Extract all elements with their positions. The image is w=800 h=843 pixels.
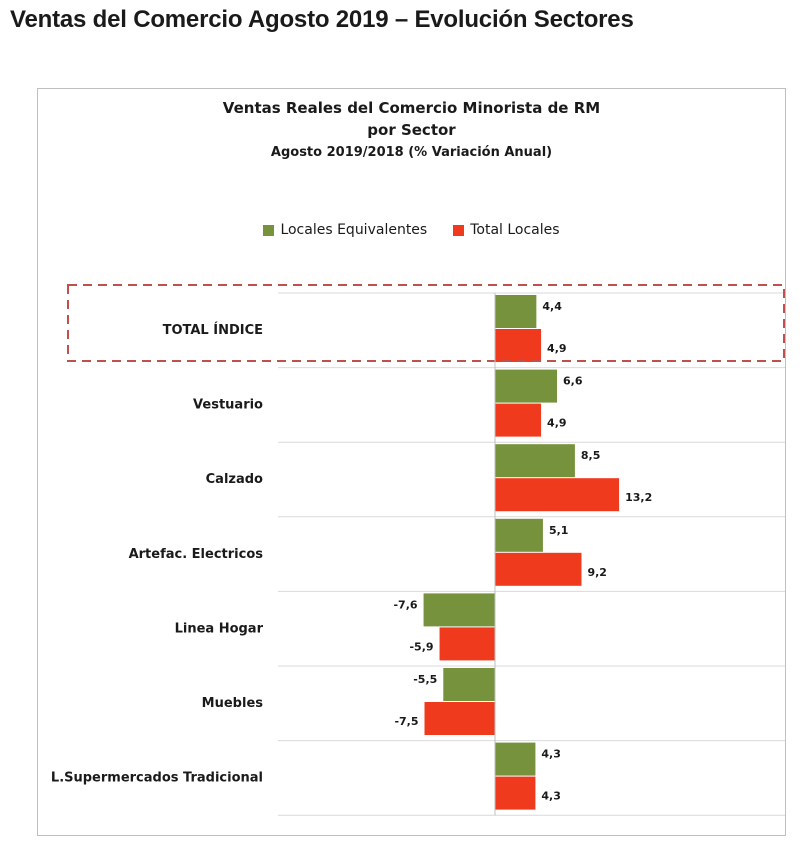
chart-legend: Locales Equivalentes Total Locales [38, 222, 785, 238]
chart-title: Ventas Reales del Comercio Minorista de … [222, 99, 601, 117]
data-label-locales-equivalentes-linea-hogar: -7,6 [393, 598, 417, 611]
legend-item-total-locales: Total Locales [453, 222, 560, 238]
data-label-locales-equivalentes-muebles: -5,5 [413, 673, 437, 686]
category-label-linea-hogar: Linea Hogar [175, 621, 264, 636]
bar-locales-equivalentes-calzado [495, 444, 575, 478]
legend-label-total-locales: Total Locales [470, 222, 560, 238]
bar-total-locales-muebles [424, 702, 495, 735]
bar-locales-equivalentes-l-supermercados-tradicional [495, 742, 536, 776]
data-label-locales-equivalentes-vestuario: 6,6 [563, 375, 583, 388]
category-label-l-supermercados-tradicional: L.Supermercados Tradicional [51, 771, 263, 786]
bar-locales-equivalentes-muebles [443, 668, 495, 701]
highlight-box-total-indice [67, 284, 785, 362]
bar-total-locales-l-supermercados-tradicional [495, 776, 536, 810]
legend-label-locales-equivalentes: Locales Equivalentes [280, 222, 428, 238]
data-label-locales-equivalentes-artefac-electricos: 5,1 [549, 524, 569, 537]
data-label-total-locales-muebles: -7,5 [394, 715, 418, 728]
data-label-total-locales-linea-hogar: -5,9 [409, 640, 433, 653]
category-label-vestuario: Vestuario [193, 398, 263, 413]
legend-swatch-locales-equivalentes [263, 224, 275, 236]
bar-locales-equivalentes-vestuario [495, 369, 558, 403]
bar-total-locales-calzado [495, 478, 620, 512]
data-label-locales-equivalentes-calzado: 8,5 [581, 449, 601, 462]
bar-total-locales-total-indice [495, 329, 542, 362]
category-label-calzado: Calzado [206, 472, 263, 487]
data-label-total-locales-vestuario: 4,9 [547, 417, 567, 430]
data-label-total-locales-calzado: 13,2 [625, 491, 652, 504]
bar-locales-equivalentes-total-indice [495, 295, 537, 328]
data-label-locales-equivalentes-l-supermercados-tradicional: 4,3 [541, 748, 561, 761]
bar-locales-equivalentes-artefac-electricos [495, 518, 543, 552]
chart-frame: Ventas Reales del Comercio Minorista de … [37, 88, 786, 836]
data-label-locales-equivalentes-total-indice: 4,4 [542, 300, 562, 313]
data-label-total-locales-total-indice: 4,9 [547, 342, 567, 355]
category-label-total-indice: TOTAL ÍNDICE [163, 322, 263, 338]
category-label-muebles: Muebles [202, 696, 264, 711]
bar-chart-plot: TOTAL ÍNDICE 4,4 4,9 Vestuario 6,6 4,9 Calzado… [51, 284, 785, 816]
bar-total-locales-linea-hogar [439, 627, 495, 661]
legend-swatch-total-locales [453, 224, 465, 236]
bar-total-locales-vestuario [495, 403, 542, 437]
data-label-total-locales-l-supermercados-tradicional: 4,3 [541, 790, 561, 803]
legend-item-locales-equivalentes: Locales Equivalentes [263, 222, 427, 238]
chart-subtitle: Agosto 2019/2018 (% Variación Anual) [270, 145, 553, 160]
page-title: Ventas del Comercio Agosto 2019 – Evoluc… [10, 6, 634, 33]
bar-locales-equivalentes-linea-hogar [423, 593, 495, 627]
chart-title-line2: por Sector [367, 121, 456, 139]
bar-total-locales-artefac-electricos [495, 552, 582, 586]
category-label-artefac-electricos: Artefac. Electricos [129, 547, 264, 562]
data-label-total-locales-artefac-electricos: 9,2 [587, 566, 607, 579]
